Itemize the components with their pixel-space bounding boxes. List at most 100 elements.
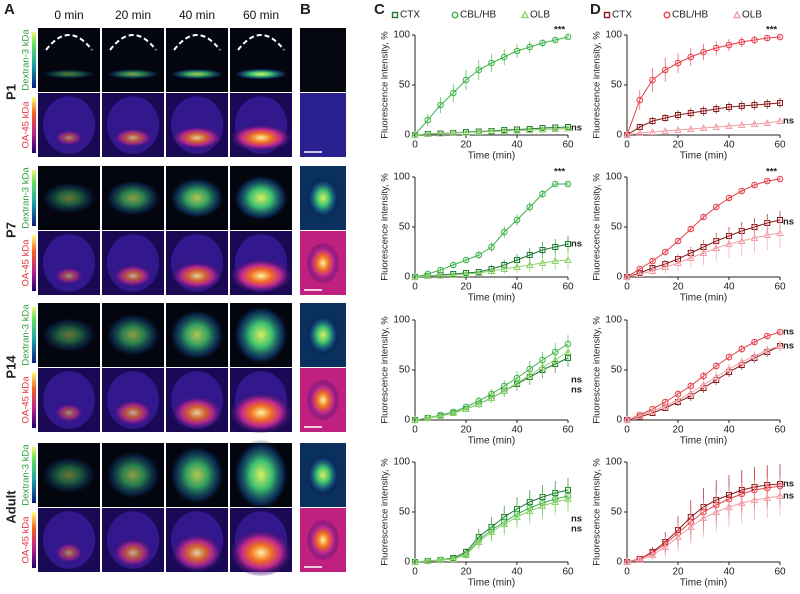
marker xyxy=(738,38,746,46)
marker xyxy=(725,364,733,372)
marker xyxy=(411,557,419,565)
marker xyxy=(462,256,470,264)
marker xyxy=(564,347,572,355)
image-signal xyxy=(113,128,153,148)
x-axis-label: Time (min) xyxy=(680,293,727,304)
marker xyxy=(661,66,669,74)
marker xyxy=(551,124,560,132)
marker xyxy=(776,491,784,499)
x-tick-label: 60 xyxy=(562,425,574,436)
marker xyxy=(699,380,708,388)
marker xyxy=(449,128,458,136)
marker xyxy=(662,115,669,121)
y-tick-label: 50 xyxy=(399,80,411,91)
image-signal xyxy=(105,450,161,500)
x-axis-label: Time (min) xyxy=(680,578,727,589)
marker xyxy=(763,345,772,353)
image-signal xyxy=(105,68,161,80)
marker xyxy=(487,393,496,401)
marker xyxy=(462,404,470,412)
marker xyxy=(423,413,432,421)
marker xyxy=(565,241,571,247)
image-signal xyxy=(172,126,222,150)
marker xyxy=(487,127,496,135)
y-tick-label: 0 xyxy=(404,415,410,426)
x-tick-label: 60 xyxy=(774,282,786,293)
marker xyxy=(725,239,733,247)
marker xyxy=(462,269,470,277)
marker xyxy=(449,408,458,416)
y-tick-label: 0 xyxy=(616,557,622,568)
row-label: OA-45 kDa xyxy=(21,101,32,149)
marker xyxy=(564,180,572,188)
panel-letter: D xyxy=(590,1,601,18)
y-tick-label: 50 xyxy=(611,365,623,376)
legend-label: OLB xyxy=(742,10,762,21)
marker xyxy=(763,230,772,238)
marker xyxy=(699,248,708,256)
panel-letter: A xyxy=(4,1,15,18)
significance-label: ns xyxy=(571,385,582,396)
image-signal xyxy=(54,403,84,423)
image-signal xyxy=(172,534,222,572)
marker xyxy=(436,411,445,419)
column-title: 60 min xyxy=(243,8,279,22)
y-tick-label: 50 xyxy=(611,507,623,518)
marker xyxy=(437,101,444,109)
image-tile xyxy=(38,28,100,92)
image-signal xyxy=(172,261,222,290)
y-tick-label: 100 xyxy=(605,172,622,183)
x-tick-label: 0 xyxy=(624,425,630,436)
legend-label: OLB xyxy=(530,10,550,21)
marker xyxy=(462,76,470,84)
marker xyxy=(661,126,670,134)
significance-label: ns xyxy=(571,375,582,386)
y-tick-label: 50 xyxy=(611,222,623,233)
series-line xyxy=(626,331,781,421)
marker xyxy=(564,124,572,132)
image-signal xyxy=(233,68,289,80)
image-signal xyxy=(169,308,225,362)
legend-marker xyxy=(603,11,611,19)
marker xyxy=(551,355,560,363)
marker xyxy=(552,244,559,250)
panel-letter: C xyxy=(374,1,385,18)
lut-bar xyxy=(32,512,36,568)
marker xyxy=(635,555,644,563)
marker xyxy=(738,103,745,109)
x-tick-label: 40 xyxy=(723,425,735,436)
marker xyxy=(564,255,572,263)
image-signal xyxy=(41,317,97,353)
marker xyxy=(661,542,670,550)
lut-bar xyxy=(32,235,36,291)
y-tick-label: 0 xyxy=(404,130,410,141)
y-tick-label: 50 xyxy=(399,507,411,518)
x-tick-label: 40 xyxy=(723,140,735,151)
marker xyxy=(475,66,483,74)
marker xyxy=(776,175,784,183)
image-signal xyxy=(307,380,339,420)
series-line xyxy=(626,232,781,278)
image-signal xyxy=(105,179,161,217)
marker xyxy=(763,118,772,126)
x-axis-label: Time (min) xyxy=(468,436,515,447)
marker xyxy=(726,104,732,110)
marker xyxy=(487,527,496,535)
significance-label: ns xyxy=(783,116,794,127)
y-tick-label: 100 xyxy=(605,457,622,468)
marker xyxy=(551,36,559,44)
lut-bar xyxy=(32,307,36,363)
significance-label: ns xyxy=(783,327,794,338)
marker xyxy=(513,512,521,520)
significance-label: ns xyxy=(571,239,582,250)
x-axis-label: Time (min) xyxy=(468,578,515,589)
y-tick-label: 100 xyxy=(605,30,622,41)
marker xyxy=(623,415,631,423)
marker xyxy=(474,537,483,545)
image-tile xyxy=(166,28,228,92)
image-tile xyxy=(230,28,292,92)
x-axis-label: Time (min) xyxy=(680,436,727,447)
image-signal xyxy=(307,455,339,495)
marker xyxy=(462,550,470,558)
image-tile xyxy=(300,93,346,157)
